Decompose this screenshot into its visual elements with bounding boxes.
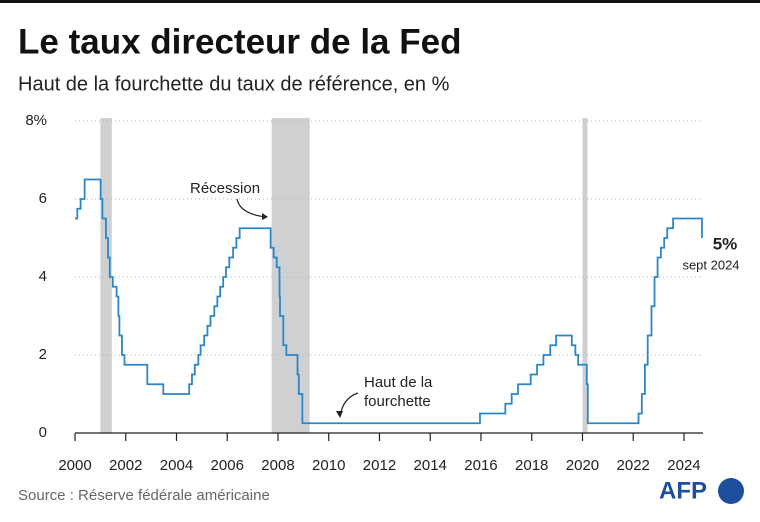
x-tick-label: 2014: [414, 457, 447, 474]
y-tick-label: 6: [39, 190, 47, 207]
y-tick-label: 8%: [25, 112, 47, 129]
x-tick-label: 2002: [109, 457, 142, 474]
annotation-arrow: [339, 392, 359, 417]
end-value-label: 5%: [713, 234, 738, 253]
annotation-arrowhead: [336, 411, 343, 418]
y-tick-label: 2: [39, 346, 47, 363]
x-tick-label: 2008: [261, 457, 294, 474]
top-rule: [0, 0, 760, 3]
x-tick-label: 2010: [312, 457, 345, 474]
x-tick-label: 2016: [464, 457, 497, 474]
x-tick-label: 2024: [667, 457, 700, 474]
x-tick-label: 2018: [515, 457, 548, 474]
end-date-label: sept 2024: [682, 257, 739, 272]
rate-line: [75, 178, 703, 425]
y-tick-label: 4: [39, 268, 47, 285]
x-tick-label: 2012: [363, 457, 396, 474]
x-tick-label: 2000: [58, 457, 91, 474]
x-tick-label: 2006: [211, 457, 244, 474]
y-tick-label: 0: [39, 424, 47, 441]
annotation: Récession: [190, 180, 260, 197]
plot: 0 2 4 6 8% 2000 2002 2004 2006 2008 2010 2012 2014 20…: [25, 112, 739, 474]
annotation-arrow: [236, 198, 267, 218]
x-tick-label: 2022: [617, 457, 650, 474]
chart-title: Le taux directeur de la Fed: [18, 22, 461, 61]
x-tick-label: 2020: [566, 457, 599, 474]
annotation: Haut de la: [364, 374, 433, 391]
logo-text: AFP: [659, 477, 707, 504]
annotation-arrowhead: [262, 213, 268, 220]
recession-band: [582, 118, 588, 433]
recession-band: [100, 118, 112, 433]
source: Source : Réserve fédérale américaine: [18, 487, 270, 504]
annotation: fourchette: [364, 393, 431, 410]
recession-band: [271, 118, 310, 433]
logo-dot: [718, 478, 744, 504]
chart-subtitle: Haut de la fourchette du taux de référen…: [18, 73, 450, 95]
x-tick-label: 2004: [160, 457, 193, 474]
